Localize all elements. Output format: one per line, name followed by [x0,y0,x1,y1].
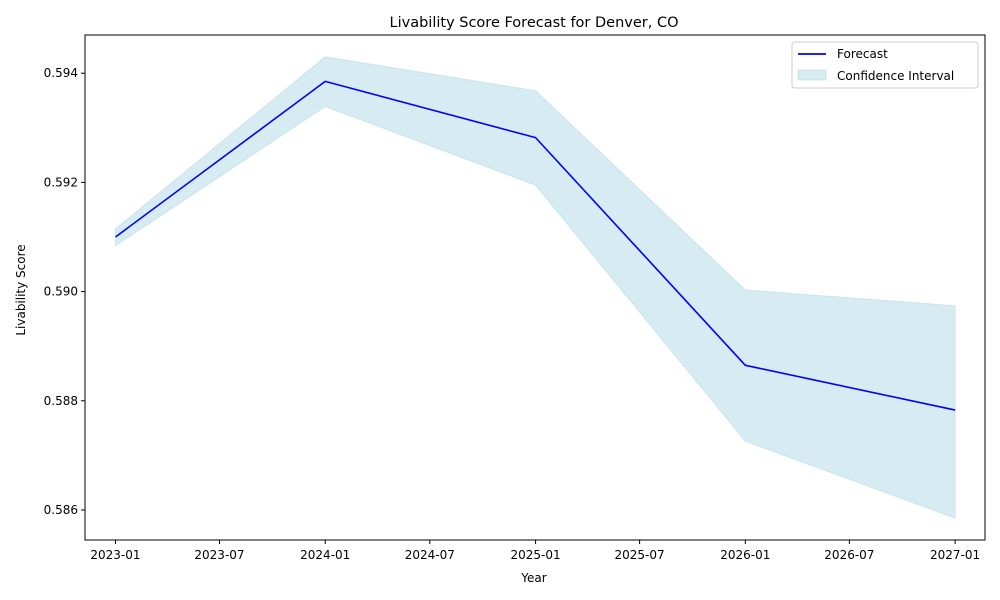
legend-band-label: Confidence Interval [837,69,954,83]
y-tick-label: 0.594 [44,66,78,80]
x-tick-label: 2026-01 [720,548,770,562]
axes-frame [84,34,986,541]
x-tick-label: 2026-07 [824,548,874,562]
x-tick-label: 2025-07 [615,548,665,562]
legend: Forecast Confidence Interval [791,41,979,89]
x-tick-label: 2023-07 [194,548,244,562]
y-tick-label: 0.586 [44,503,78,517]
y-tick-label: 0.588 [44,394,78,408]
confidence-band [114,56,956,519]
y-axis-title: Livability Score [14,244,28,335]
legend-forecast-label: Forecast [837,47,888,61]
x-axis-title: Year [520,571,546,585]
axes: 2023-01 2023-07 2024-01 2024-07 2025-01 2025-… [44,34,986,562]
legend-band-swatch [797,69,827,81]
y-tick-label: 0.592 [44,175,78,189]
x-tick-label: 2025-01 [511,548,561,562]
y-tick-label: 0.590 [44,285,78,299]
legend-frame [791,41,979,89]
plot-area [114,56,956,519]
x-tick-label: 2024-07 [405,548,455,562]
x-tick-label: 2023-01 [90,548,140,562]
chart-title: Livability Score Forecast for Denver, CO [390,15,679,31]
x-tick-label: 2024-01 [300,548,350,562]
x-tick-label: 2027-01 [930,548,980,562]
